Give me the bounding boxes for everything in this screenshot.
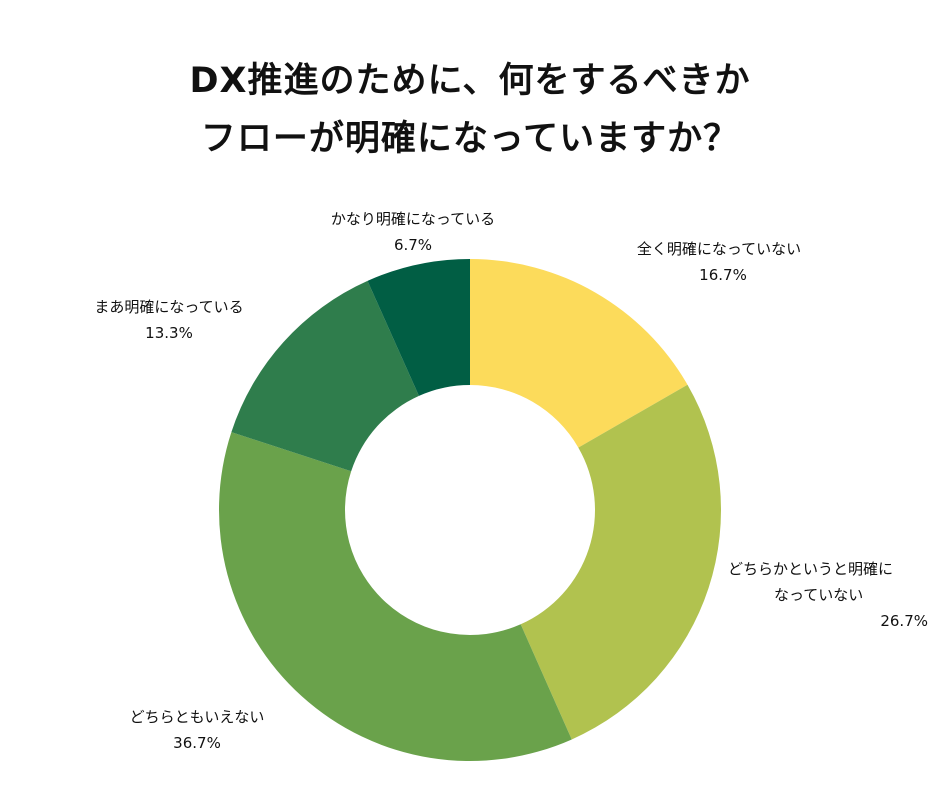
slice-percentage: 36.7% — [173, 734, 221, 752]
slice-percentage: 13.3% — [145, 324, 193, 342]
slice-percentage: 16.7% — [699, 266, 747, 284]
chart-title-line1: DX推進のために、何をするべきか — [189, 61, 751, 101]
slice-mostly-clear — [231, 280, 419, 472]
slice-label-text: 全く明確になっていない — [636, 240, 802, 258]
slice-label-very-clear: かなり明確になっている 6.7% — [308, 206, 518, 258]
chart-title-line2: フローが明確になっていますか？ — [200, 119, 740, 159]
slice-very-clear — [367, 259, 470, 396]
slice-label-text: まあ明確になっている — [94, 298, 244, 316]
slice-somewhat-unclear — [520, 384, 721, 740]
slice-neutral — [218, 432, 572, 761]
slice-label-text: かなり明確になっている — [330, 210, 496, 228]
slice-label-neutral: どちらともいえない 36.7% — [112, 704, 282, 756]
slice-label-text-line2: なっていない — [774, 586, 864, 604]
slice-percentage: 6.7% — [393, 236, 433, 254]
slice-percentage: 26.7% — [880, 612, 928, 630]
chart-title: DX推進のために、何をするべきか フローが明確になっていますか？ — [0, 52, 940, 168]
slice-label-all-unclear: 全く明確になっていない 16.7% — [614, 236, 824, 288]
slice-label-text: どちらともいえない — [129, 708, 265, 726]
slice-all-unclear — [470, 259, 688, 448]
slice-label-text-line1: どちらかというと明確に — [728, 560, 894, 578]
slice-label-somewhat-unclear: どちらかというと明確に なっていない 26.7% — [728, 556, 928, 634]
slice-label-mostly-clear: まあ明確になっている 13.3% — [78, 294, 260, 346]
